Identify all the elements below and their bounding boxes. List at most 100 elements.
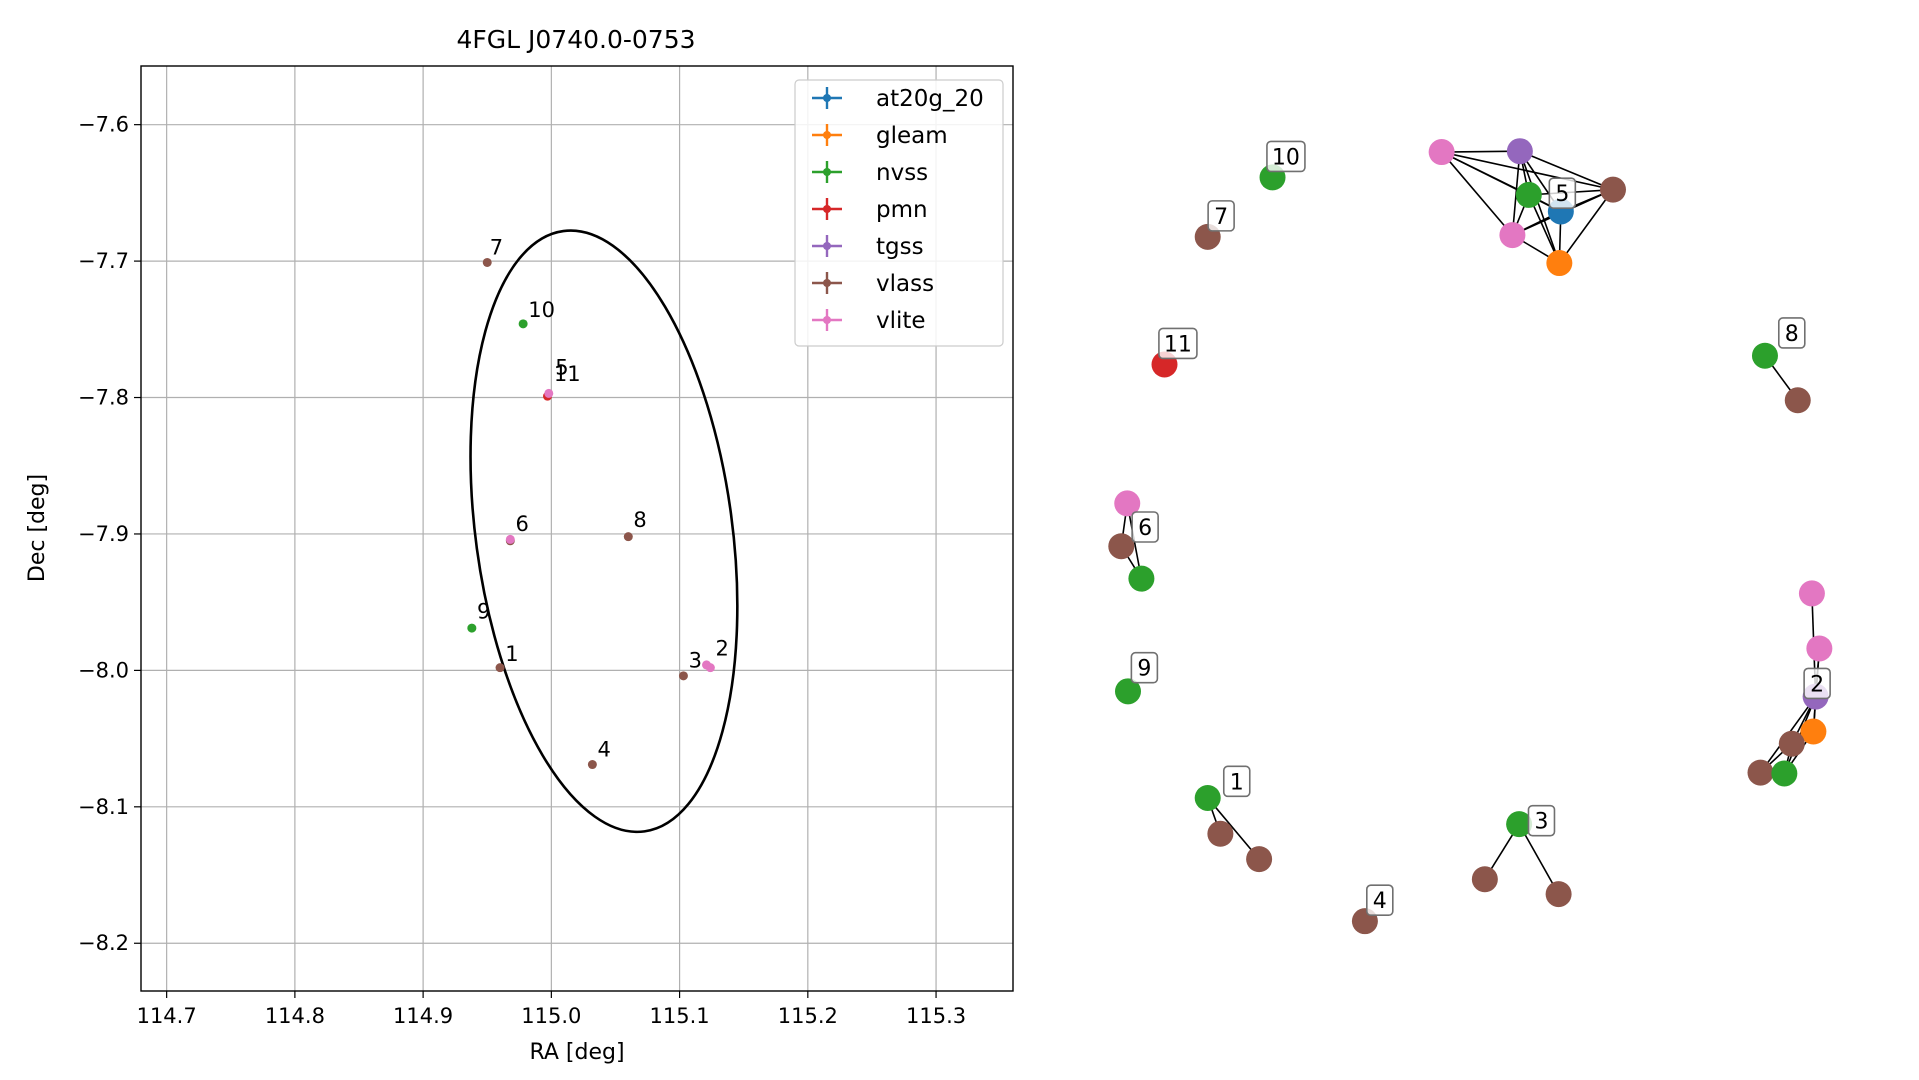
legend-marker-dot — [823, 316, 831, 324]
network-label-box — [1130, 651, 1159, 684]
legend-marker-dot — [823, 205, 831, 213]
network-label: 3 — [1534, 810, 1548, 835]
source-point-vlass — [587, 760, 597, 770]
source-annotation: 8 — [633, 508, 646, 532]
legend-marker-dot — [823, 168, 831, 176]
network-label-box — [1222, 765, 1251, 798]
network-node-vlite — [1798, 580, 1825, 607]
network-labels: 10 7 5 11 8 6 9 2 1 3 4 — [1130, 140, 1831, 917]
source-points — [467, 257, 715, 770]
network-label-box — [1366, 884, 1394, 917]
y-tick-label: −7.9 — [78, 522, 129, 546]
source-point-vlass — [482, 257, 492, 267]
source-annotation: 4 — [598, 737, 611, 761]
network-edge — [1519, 150, 1561, 264]
x-tick-label: 114.7 — [137, 1004, 197, 1028]
source-annotations: 7 10 511 6 8 91 32 4 — [477, 235, 729, 761]
network-nodes — [1108, 138, 1833, 935]
source-point-vlass — [623, 532, 633, 542]
network-label: 10 — [1272, 145, 1300, 170]
network-label-box — [1527, 804, 1556, 837]
legend-label-vlite: vlite — [876, 308, 926, 334]
source-annotation: 11 — [554, 362, 581, 386]
network-node-vlass — [1545, 881, 1572, 908]
sky-scatter-plot: 4FGL J0740.0-0753 114.7 114.8 114.9 115.0 11… — [25, 25, 1014, 1065]
network-label: 2 — [1810, 672, 1824, 697]
y-tick-label: −8.2 — [78, 931, 129, 955]
network-node-nvss — [1515, 181, 1542, 208]
network-label: 9 — [1137, 657, 1151, 682]
source-annotation: 5 — [555, 355, 568, 379]
network-edge — [1558, 189, 1614, 264]
network-label: 11 — [1164, 332, 1192, 357]
source-annotation: 10 — [528, 298, 555, 322]
y-tick-label: −7.7 — [78, 249, 129, 273]
axis-ticks: 114.7 114.8 114.9 115.0 115.1 115.2 115.3 −7.6 −… — [78, 113, 966, 1028]
network-label: 6 — [1138, 516, 1152, 541]
network-node-vlite — [1114, 490, 1141, 517]
source-point-nvss — [467, 623, 477, 633]
source-point-vlass — [678, 671, 688, 681]
legend-label-gleam: gleam — [876, 123, 948, 149]
plot-frame — [140, 65, 1014, 992]
legend-marker-dot — [823, 242, 831, 250]
network-node-vlass — [1747, 759, 1774, 786]
legend-marker-dot — [823, 94, 831, 102]
network-node-nvss — [1771, 760, 1798, 787]
x-tick-label: 115.1 — [650, 1004, 710, 1028]
network-node-gleam — [1546, 250, 1573, 277]
network-node-tgss — [1506, 138, 1533, 165]
source-annotation: 9 — [477, 600, 490, 624]
network-node-vlite — [1428, 139, 1455, 166]
network-node-nvss — [1751, 342, 1778, 369]
error-ellipse — [469, 229, 739, 834]
network-label-box — [1207, 200, 1235, 232]
x-tick-label: 114.9 — [393, 1004, 453, 1028]
x-tick-label: 115.3 — [906, 1004, 966, 1028]
network-node-nvss — [1114, 678, 1141, 705]
legend-label-tgss: tgss — [876, 234, 924, 260]
x-tick-label: 114.8 — [265, 1004, 325, 1028]
source-annotation: 6 — [515, 512, 528, 536]
network-label-box — [1131, 511, 1159, 543]
legend-box — [794, 79, 1004, 347]
legend-marker-dot — [823, 279, 831, 287]
network-node-vlass — [1207, 820, 1234, 847]
network-node-vlass — [1471, 866, 1498, 893]
network-label: 7 — [1214, 205, 1228, 230]
source-point-vlite — [544, 388, 554, 398]
y-axis-label: Dec [deg] — [25, 474, 50, 582]
network-node-vlass — [1784, 387, 1811, 414]
network-node-vlass — [1108, 533, 1135, 560]
network-edge — [1519, 150, 1614, 191]
network-node-nvss — [1194, 784, 1221, 811]
match-network-diagram: 10 7 5 11 8 6 9 2 1 3 4 — [1108, 138, 1833, 935]
network-node-vlass — [1599, 176, 1626, 203]
network-label: 5 — [1555, 182, 1569, 207]
legend-label-pmn: pmn — [876, 197, 928, 223]
network-edge — [1441, 151, 1514, 236]
y-tick-label: −7.6 — [78, 113, 129, 137]
network-label-box — [1266, 140, 1306, 173]
network-label: 4 — [1373, 889, 1387, 914]
source-annotation: 2 — [715, 636, 728, 660]
source-point-vlite — [705, 663, 715, 673]
network-label-box — [1158, 327, 1198, 360]
network-edge — [1518, 823, 1560, 895]
legend-marker-dot — [823, 131, 831, 139]
network-label: 1 — [1230, 770, 1244, 795]
legend-label-at20g_20: at20g_20 — [876, 86, 984, 112]
source-annotation: 7 — [490, 235, 503, 259]
network-node-vlite — [1806, 635, 1833, 662]
network-label: 8 — [1785, 322, 1799, 347]
error-ellipse-shape — [469, 229, 739, 834]
network-label-box — [1777, 317, 1806, 349]
x-tick-label: 115.0 — [521, 1004, 581, 1028]
legend-label-vlass: vlass — [876, 271, 934, 297]
network-node-nvss — [1128, 565, 1155, 592]
network-node-nvss — [1506, 811, 1533, 838]
x-tick-label: 115.2 — [778, 1004, 838, 1028]
network-edge — [1207, 797, 1260, 860]
